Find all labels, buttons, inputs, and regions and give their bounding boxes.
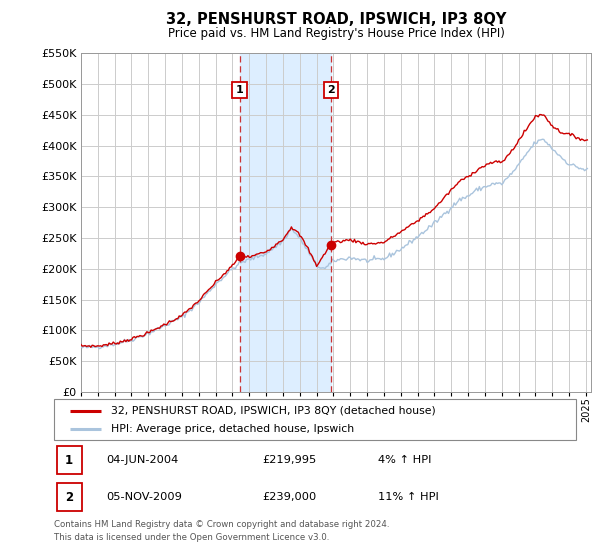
Text: 32, PENSHURST ROAD, IPSWICH, IP3 8QY (detached house): 32, PENSHURST ROAD, IPSWICH, IP3 8QY (de… xyxy=(112,405,436,416)
FancyBboxPatch shape xyxy=(54,399,576,440)
Text: £239,000: £239,000 xyxy=(263,492,317,502)
Text: HPI: Average price, detached house, Ipswich: HPI: Average price, detached house, Ipsw… xyxy=(112,424,355,434)
Text: 2: 2 xyxy=(327,85,335,95)
Text: This data is licensed under the Open Government Licence v3.0.: This data is licensed under the Open Gov… xyxy=(54,533,329,542)
Text: £219,995: £219,995 xyxy=(263,455,317,465)
Text: 05-NOV-2009: 05-NOV-2009 xyxy=(106,492,182,502)
Text: 1: 1 xyxy=(236,85,244,95)
FancyBboxPatch shape xyxy=(56,483,82,511)
Text: 32, PENSHURST ROAD, IPSWICH, IP3 8QY: 32, PENSHURST ROAD, IPSWICH, IP3 8QY xyxy=(166,12,506,27)
Text: Price paid vs. HM Land Registry's House Price Index (HPI): Price paid vs. HM Land Registry's House … xyxy=(167,27,505,40)
Text: Contains HM Land Registry data © Crown copyright and database right 2024.: Contains HM Land Registry data © Crown c… xyxy=(54,520,389,529)
Text: 04-JUN-2004: 04-JUN-2004 xyxy=(106,455,178,465)
FancyBboxPatch shape xyxy=(56,446,82,474)
Text: 11% ↑ HPI: 11% ↑ HPI xyxy=(377,492,439,502)
Text: 2: 2 xyxy=(65,491,73,504)
Bar xyxy=(239,53,331,392)
Text: 1: 1 xyxy=(65,454,73,467)
Text: 4% ↑ HPI: 4% ↑ HPI xyxy=(377,455,431,465)
